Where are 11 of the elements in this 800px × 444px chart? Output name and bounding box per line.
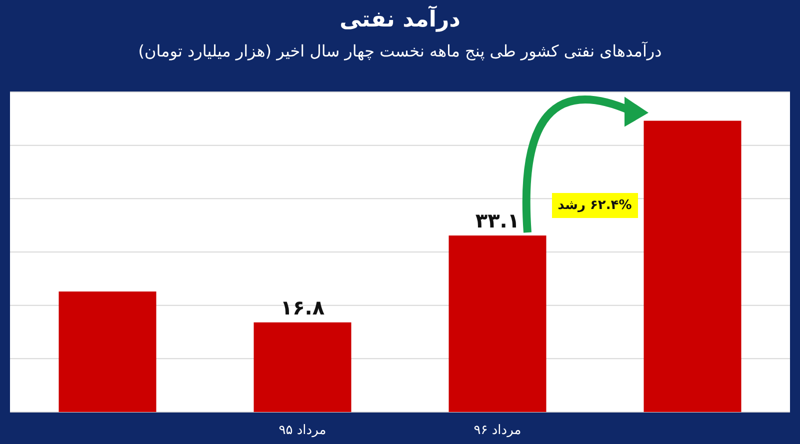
data-label: ۳۳.۱ <box>475 208 520 232</box>
bar <box>58 291 156 412</box>
bar <box>644 120 742 412</box>
chart-subtitle: درآمدهای نفتی کشور طی پنج ماهه نخست چهار سال اخیر (هزار میلیارد تومان) <box>138 40 662 60</box>
annotation: ۶۲.۴% رشد <box>552 193 638 218</box>
data-label: ۱۶.۸ <box>280 295 325 320</box>
x-tick-label: مرداد ۹۶ <box>474 423 522 438</box>
bar <box>254 322 352 412</box>
chart-title: درآمد نفتی <box>340 6 460 32</box>
x-tick-label: مرداد ۹۵ <box>278 423 326 438</box>
bar <box>448 235 546 412</box>
